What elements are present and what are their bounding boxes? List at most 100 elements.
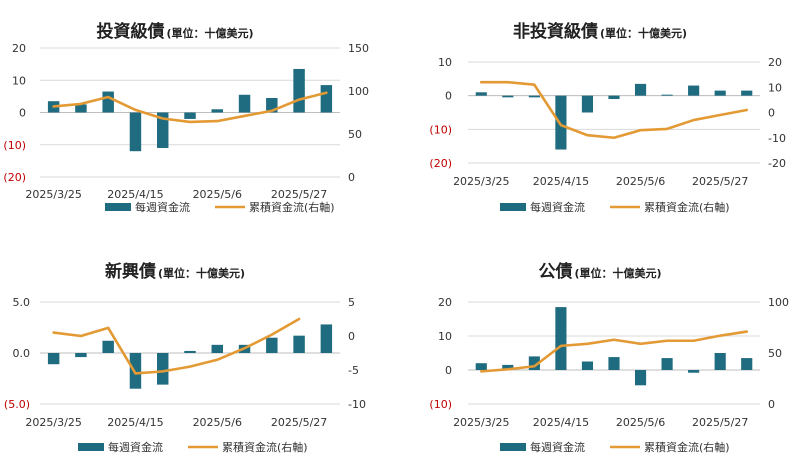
- chart-title-main: 新興債: [105, 261, 156, 282]
- bar: [238, 94, 251, 113]
- right-tick-label: 20: [768, 56, 782, 69]
- bar: [157, 353, 169, 385]
- bar: [211, 344, 223, 353]
- bar: [157, 112, 169, 148]
- x-tick-label: 2025/3/25: [25, 416, 81, 429]
- left-tick-label: 20: [12, 42, 26, 55]
- bar: [475, 92, 487, 96]
- x-tick-label: 2025/5/27: [692, 416, 748, 429]
- bar: [714, 90, 726, 96]
- legend-line-label: 累積資金流(右軸): [249, 200, 335, 214]
- bar: [741, 358, 753, 370]
- right-tick-label: 0: [768, 398, 775, 411]
- bar: [102, 340, 114, 353]
- bar: [129, 353, 142, 389]
- bar: [634, 83, 647, 96]
- legend-line-label: 累積資金流(右軸): [644, 200, 730, 214]
- chart-title: 投資級債 (單位：十億美元): [96, 21, 253, 42]
- left-tick-label: 0: [19, 107, 26, 120]
- left-tick-label: (20): [3, 171, 26, 184]
- bar: [555, 95, 567, 150]
- chart-title-unit: (單位：十億美元): [158, 266, 245, 280]
- bar: [661, 358, 673, 370]
- left-tick-label: 5.0: [13, 296, 31, 309]
- x-tick-label: 2025/5/27: [271, 188, 327, 201]
- left-tick-label: 0.0: [13, 347, 31, 360]
- bar: [266, 337, 278, 353]
- right-tick-label: -10: [768, 132, 786, 145]
- right-tick-label: 10: [768, 81, 782, 94]
- bar: [320, 324, 333, 353]
- x-tick-label: 2025/5/27: [692, 175, 748, 188]
- bar: [102, 91, 114, 113]
- chart-panel-2: 非投資級債 (單位：十億美元) 10 0 (10) (20) 20 10 0 -10 -20 2025…: [429, 21, 786, 214]
- bar: [293, 335, 305, 353]
- chart-title: 新興債 (單位：十億美元): [105, 261, 245, 282]
- x-tick-label: 2025/3/25: [453, 416, 509, 429]
- bar: [688, 370, 700, 373]
- right-tick-label: 0: [348, 330, 355, 343]
- left-tick-label: 0: [445, 364, 452, 377]
- legend: 每週資金流 累積資金流(右軸): [500, 440, 730, 454]
- right-tick-label: -20: [768, 157, 786, 170]
- bar: [129, 112, 142, 152]
- legend-bar-label: 每週資金流: [135, 200, 190, 214]
- bar: [211, 109, 223, 113]
- legend: 每週資金流 累積資金流(右軸): [78, 440, 308, 454]
- bar: [714, 353, 726, 370]
- cumulative-line: [479, 80, 749, 140]
- x-tick-label: 2025/4/15: [533, 416, 589, 429]
- x-tick-label: 2025/5/6: [616, 175, 665, 188]
- legend-bar-swatch: [500, 443, 526, 451]
- legend-line-label: 累積資金流(右軸): [222, 440, 308, 454]
- x-tick-label: 2025/5/6: [193, 188, 242, 201]
- chart-title-unit: (單位：十億美元): [600, 26, 687, 40]
- left-tick-label: (10): [429, 398, 452, 411]
- x-tick-label: 2025/5/27: [271, 416, 327, 429]
- chart-title: 非投資級債 (單位：十億美元): [513, 21, 687, 42]
- left-tick-label: 10: [12, 74, 26, 87]
- chart-title-main: 非投資級債: [513, 21, 598, 42]
- chart-title-main: 公債: [538, 261, 572, 282]
- right-tick-label: -5: [348, 364, 359, 377]
- chart-title-unit: (單位：十億美元): [574, 266, 661, 280]
- bar: [555, 307, 567, 370]
- chart-title-unit: (單位：十億美元): [166, 26, 253, 40]
- legend-bar-swatch: [105, 203, 131, 211]
- bar: [581, 95, 594, 113]
- x-tick-label: 2025/4/15: [107, 416, 163, 429]
- bar: [528, 356, 540, 370]
- x-tick-label: 2025/5/6: [193, 416, 242, 429]
- bar: [688, 85, 700, 96]
- bar: [581, 361, 594, 370]
- chart-panel-3: 新興債 (單位：十億美元) 5.0 0.0 (5.0) 5 0 -5 -10 2025/3/25 2…: [4, 261, 366, 454]
- left-tick-label: 10: [438, 56, 452, 69]
- bar: [608, 357, 620, 370]
- bar: [184, 350, 196, 353]
- bar: [502, 95, 514, 98]
- bar: [741, 90, 753, 96]
- x-tick-label: 2025/4/15: [107, 188, 163, 201]
- left-tick-label: (10): [429, 123, 452, 136]
- left-tick-label: 10: [438, 330, 452, 343]
- left-tick-label: (10): [3, 139, 26, 152]
- bar: [661, 94, 673, 96]
- bar: [320, 85, 333, 113]
- x-tick-label: 2025/5/6: [616, 416, 665, 429]
- x-tick-label: 2025/4/15: [533, 175, 589, 188]
- legend: 每週資金流 累積資金流(右軸): [500, 200, 730, 214]
- bar: [502, 364, 514, 370]
- legend-bar-swatch: [78, 443, 104, 451]
- legend-bar-label: 每週資金流: [108, 440, 163, 454]
- chart-title-main: 投資級債: [96, 21, 164, 42]
- left-tick-label: 0: [445, 90, 452, 103]
- bar: [75, 353, 87, 358]
- legend-bar-swatch: [500, 203, 526, 211]
- right-tick-label: 0: [768, 107, 775, 120]
- legend-bar-label: 每週資金流: [530, 440, 585, 454]
- x-tick-label: 2025/3/25: [453, 175, 509, 188]
- chart-title: 公債 (單位：十億美元): [538, 261, 661, 282]
- right-tick-label: -10: [348, 398, 366, 411]
- right-tick-label: 0: [348, 171, 355, 184]
